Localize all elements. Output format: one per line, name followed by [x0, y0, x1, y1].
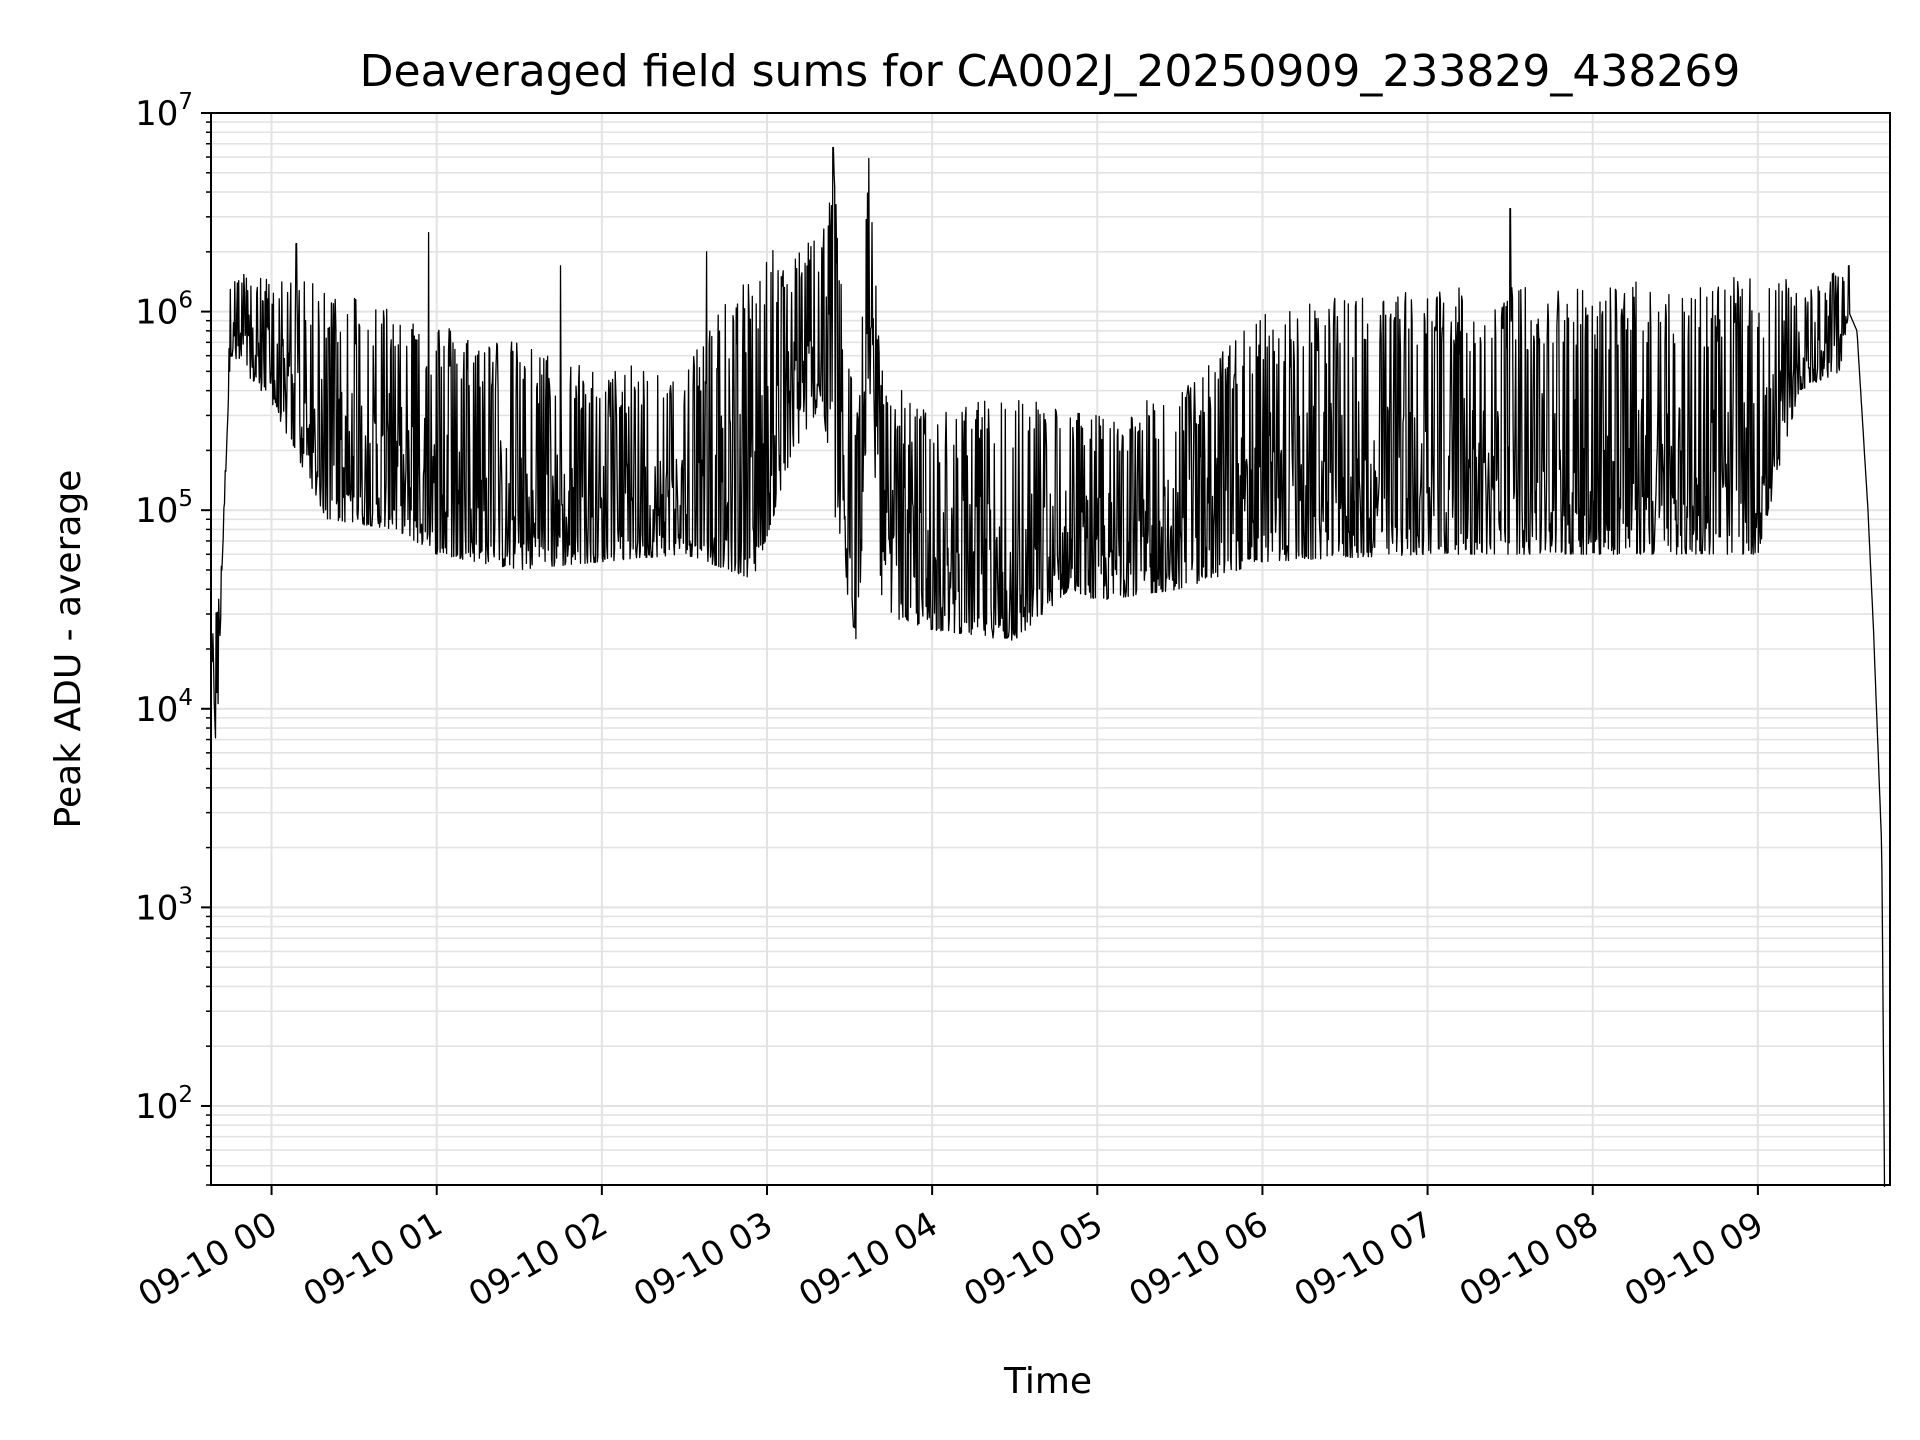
x-tick-label: 09-10 02 — [462, 1204, 614, 1315]
x-tick-label: 09-10 09 — [1618, 1204, 1770, 1315]
y-tick-label: 104 — [135, 685, 193, 730]
y-tick-label: 103 — [135, 883, 193, 928]
y-axis-ticks: 102 103 104 105 106 107 — [135, 89, 211, 1186]
x-axis-label: Time — [1003, 1361, 1092, 1402]
y-tick-label: 105 — [135, 486, 193, 531]
x-tick-label: 09-10 00 — [132, 1204, 284, 1315]
chart-title: Deaveraged field sums for CA002J_2025090… — [360, 46, 1741, 97]
y-tick-label: 102 — [135, 1082, 193, 1127]
x-tick-label: 09-10 03 — [627, 1204, 779, 1315]
x-tick-label: 09-10 04 — [792, 1204, 944, 1315]
x-axis-ticks: 09-10 00 09-10 01 09-10 02 09-10 03 09-10 04… — [132, 1185, 1770, 1315]
y-tick-label: 106 — [135, 288, 193, 333]
x-tick-label: 09-10 05 — [957, 1204, 1109, 1315]
y-axis-label: Peak ADU - average — [48, 470, 89, 829]
x-tick-label: 09-10 08 — [1453, 1204, 1605, 1315]
x-tick-label: 09-10 01 — [297, 1204, 449, 1315]
x-tick-label: 09-10 07 — [1288, 1204, 1440, 1315]
series-line — [210, 146, 1886, 1187]
minor-grid — [211, 121, 1890, 1186]
y-tick-label: 107 — [135, 89, 193, 134]
x-tick-label: 09-10 06 — [1123, 1204, 1275, 1315]
